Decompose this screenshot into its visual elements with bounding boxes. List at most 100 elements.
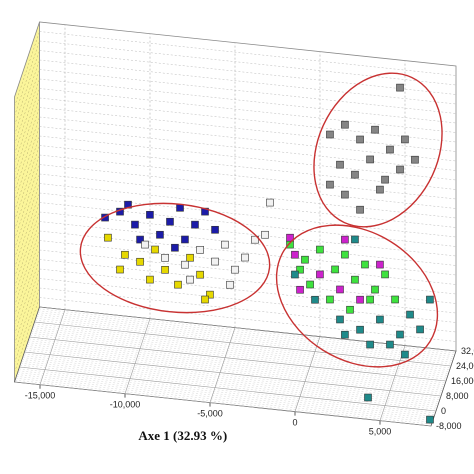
floor-grid [20, 364, 437, 410]
point [376, 260, 384, 269]
wall-grid [39, 97, 457, 143]
point [146, 210, 154, 219]
point [341, 120, 349, 129]
x-tick-label: -5,000 [197, 409, 223, 419]
grid-line [34, 321, 452, 367]
z-tick-label: -8,000 [436, 421, 462, 431]
point [286, 233, 294, 242]
floor-grid [38, 308, 456, 354]
point [396, 165, 404, 174]
point [301, 255, 309, 264]
point [326, 180, 334, 189]
wall-grid [14, 268, 40, 345]
wall-grid [39, 50, 457, 95]
point [396, 330, 404, 339]
point [306, 280, 314, 289]
wall-grid [39, 211, 457, 257]
ellipse [275, 224, 439, 368]
wall-grid [14, 126, 40, 202]
wall-grid [14, 88, 40, 164]
floor-grid [33, 325, 450, 370]
point [356, 205, 364, 214]
grid-line [24, 351, 442, 397]
wall-grid [39, 135, 457, 181]
point [411, 155, 419, 164]
wall-grid [39, 116, 457, 162]
wall-grid [14, 211, 40, 288]
point [316, 270, 324, 279]
z-tick-label: 32,000 [461, 346, 474, 356]
wall-grid [39, 287, 457, 333]
point [341, 250, 349, 259]
point [181, 260, 189, 269]
point [326, 295, 334, 304]
point [186, 253, 194, 262]
floor-grid [30, 333, 448, 378]
point [136, 257, 144, 266]
point [241, 253, 249, 262]
x-tick-label: -15,000 [25, 391, 56, 401]
floor-grid [16, 374, 434, 419]
floor-grid [23, 355, 440, 400]
floor-grid [33, 323, 451, 369]
floor-grid [17, 372, 435, 417]
x-axis-title: Axe 1 (32.93 %) [138, 428, 227, 443]
point [416, 325, 424, 334]
floor-grid [16, 376, 433, 421]
grid-line [294, 336, 321, 412]
floor-grid [28, 340, 445, 385]
wall-grid [39, 268, 457, 314]
grid-line [14, 381, 432, 427]
point [196, 270, 204, 279]
point [191, 220, 199, 229]
wall-grid [14, 173, 40, 250]
floor-grid [31, 331, 448, 376]
wall-grid [14, 249, 40, 326]
floor-grid [30, 334, 447, 380]
point [121, 250, 129, 259]
wall-grid [39, 173, 457, 219]
point [386, 340, 394, 349]
point [226, 280, 234, 289]
wall-grid [14, 69, 40, 145]
point [104, 233, 112, 242]
floor-grid [18, 368, 436, 414]
point [401, 135, 409, 144]
wall-grid [14, 221, 40, 297]
wall-grid [14, 240, 40, 316]
floor-grid [36, 314, 454, 359]
grid-line [124, 318, 151, 394]
wall-grid [14, 59, 40, 136]
wall-grid [39, 107, 457, 152]
point [116, 265, 124, 274]
point [366, 155, 374, 164]
floor-grid [18, 370, 435, 415]
point [141, 240, 149, 249]
wall-grid [14, 259, 40, 335]
wall-grid [14, 287, 40, 364]
wall-grid [39, 31, 457, 76]
wall-grid [14, 278, 40, 354]
point [351, 275, 359, 284]
point [131, 220, 139, 229]
point [231, 265, 239, 274]
ellipse [79, 202, 271, 314]
wall-grid [14, 297, 40, 373]
point [156, 230, 164, 239]
wall-grid [14, 183, 40, 259]
point [426, 415, 434, 424]
point [146, 275, 154, 284]
wall-grid [39, 278, 457, 323]
wall-grid [14, 154, 40, 231]
wall-grid [14, 78, 40, 155]
point [211, 257, 219, 266]
point [386, 145, 394, 154]
wall-grid [14, 107, 40, 183]
point [161, 265, 169, 274]
point [211, 225, 219, 234]
point [346, 305, 354, 314]
point [174, 280, 182, 289]
point [336, 315, 344, 324]
wall-grid [14, 192, 40, 269]
point [261, 230, 269, 239]
